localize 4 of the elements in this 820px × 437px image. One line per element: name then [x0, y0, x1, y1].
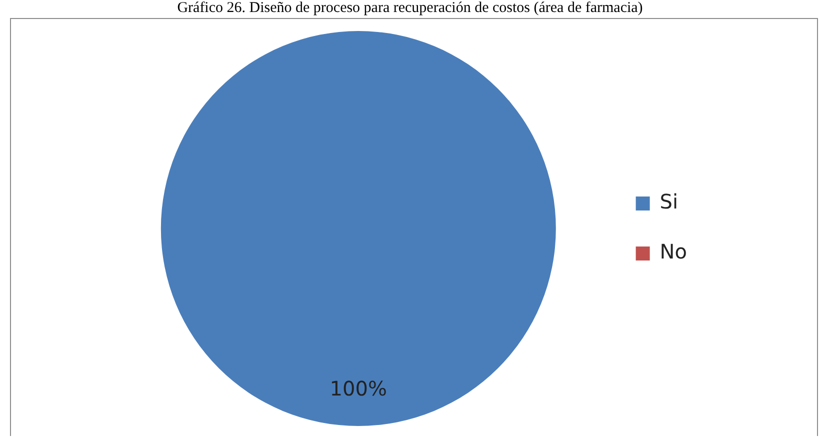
data-label: 100%	[330, 376, 387, 401]
legend-label: No	[660, 240, 688, 264]
legend-label: Si	[660, 190, 678, 214]
chart-title: Gráfico 26. Diseño de proceso para recuperación de costos (área de farmacia)	[176, 0, 644, 17]
